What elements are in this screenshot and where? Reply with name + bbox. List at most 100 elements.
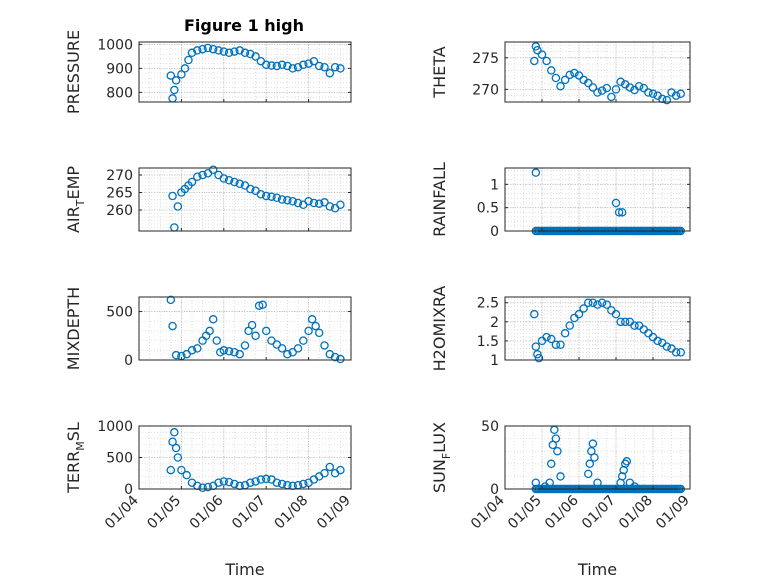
data-point: [277, 479, 287, 489]
data-point: [168, 94, 177, 103]
y-axis-label: TERRMSL: [64, 422, 87, 494]
y-tick-label: 1000: [97, 37, 133, 53]
data-point: [304, 196, 313, 206]
data-point: [314, 61, 324, 71]
y-axis-label: AIRTEMP: [64, 166, 87, 233]
data-point: [299, 336, 308, 345]
y-tick-label: 275: [472, 51, 499, 67]
data-point: [171, 443, 181, 453]
data-point: [574, 71, 584, 80]
data-point: [320, 198, 329, 207]
figure-title: Figure 1 high: [184, 16, 304, 35]
data-point: [565, 321, 575, 330]
data-point: [325, 68, 335, 78]
data-point: [219, 477, 229, 486]
data-point: [293, 344, 303, 353]
data-point: [170, 428, 179, 437]
data-point: [309, 198, 319, 208]
data-point: [261, 191, 271, 201]
data-point: [551, 434, 561, 443]
data-point: [320, 468, 329, 478]
data-point: [277, 344, 287, 353]
data-point: [593, 478, 602, 487]
data-point: [330, 352, 340, 362]
data-point: [214, 478, 223, 487]
data-point: [531, 342, 541, 351]
x-tick-label: 01/08: [272, 493, 312, 533]
x-tick-label: 01/09: [314, 493, 354, 533]
data-point: [168, 321, 177, 331]
data-point: [219, 346, 229, 355]
y-tick-label: 1: [490, 177, 499, 193]
data-point: [614, 208, 624, 217]
x-axis-label: Time: [224, 560, 264, 579]
data-point: [336, 200, 345, 209]
data-point: [203, 43, 213, 53]
y-tick-label: 2.5: [477, 296, 499, 312]
data-point: [311, 321, 320, 331]
data-point: [230, 347, 239, 357]
data-series: [166, 295, 345, 364]
data-point: [330, 62, 340, 72]
data-point: [261, 326, 271, 336]
data-point: [336, 354, 345, 364]
x-tick-label: 01/07: [579, 493, 619, 533]
data-point: [570, 68, 579, 78]
axes-box: [504, 425, 691, 490]
axes-box: [504, 167, 691, 232]
data-point: [187, 346, 197, 355]
subplot-pressure: 800 900 1000 PRESSURE: [64, 30, 352, 114]
data-point: [184, 55, 193, 65]
data-point: [597, 86, 607, 95]
y-tick-label: 1000: [97, 419, 133, 435]
data-point: [224, 175, 234, 185]
data-point: [616, 77, 625, 87]
data-point: [224, 347, 234, 356]
y-tick-label: 500: [106, 305, 133, 321]
axes-box: [504, 296, 691, 361]
data-point: [574, 309, 584, 319]
y-tick-label: 260: [106, 203, 133, 219]
data-point: [293, 198, 303, 208]
data-point: [611, 198, 621, 208]
data-point: [198, 44, 207, 54]
y-axis-label: THETA: [430, 46, 449, 98]
data-point: [205, 326, 214, 336]
data-point: [556, 340, 565, 349]
x-tick-label: 01/04: [468, 492, 508, 532]
x-tick-label: 01/05: [505, 493, 545, 533]
y-tick-label: 270: [472, 82, 499, 98]
subplot-h2omixra: 1 1.5 2 2.5 H2OMIXRA: [430, 286, 691, 371]
data-point: [283, 61, 292, 71]
data-point: [267, 192, 276, 201]
axes-box: [138, 41, 352, 103]
y-axis-label: SUNFLUX: [430, 422, 453, 493]
x-tick-label: 01/04: [102, 492, 142, 532]
data-point: [602, 83, 612, 93]
data-point: [676, 89, 686, 99]
x-axis-label: Time: [577, 560, 617, 579]
x-tick-label: 01/06: [542, 492, 582, 532]
data-point: [537, 50, 547, 59]
data-point: [634, 81, 644, 91]
data-point: [193, 172, 202, 181]
data-point: [230, 177, 239, 187]
data-point: [584, 298, 593, 307]
data-point: [607, 92, 616, 102]
data-point: [177, 70, 186, 79]
data-point: [267, 61, 276, 70]
data-point: [272, 478, 282, 487]
data-point: [533, 45, 542, 55]
data-point: [293, 62, 303, 72]
data-point: [531, 478, 541, 487]
data-point: [625, 317, 635, 327]
data-point: [288, 196, 297, 206]
data-point: [261, 474, 271, 484]
data-point: [256, 475, 266, 484]
data-point: [325, 202, 335, 211]
data-point: [584, 469, 593, 479]
data-point: [314, 199, 324, 208]
data-point: [630, 482, 639, 491]
